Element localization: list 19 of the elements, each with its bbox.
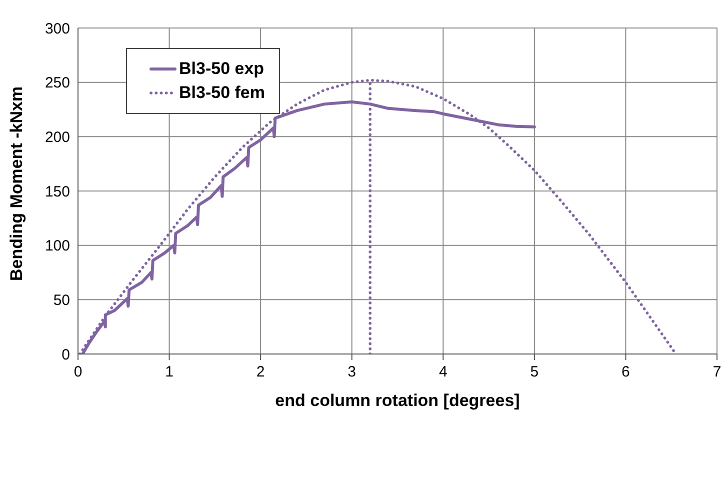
x-tick-label: 7 <box>712 364 722 381</box>
x-tick-label: 1 <box>165 364 174 381</box>
x-tick-label: 3 <box>348 364 356 381</box>
y-tick-label: 250 <box>44 74 70 92</box>
x-tick-label: 6 <box>622 364 630 381</box>
x-tick-label: 0 <box>74 364 82 381</box>
y-tick-label: 300 <box>44 20 70 38</box>
legend-label: Bl3-50 exp <box>179 59 264 79</box>
x-tick-label: 5 <box>530 364 539 381</box>
y-tick-label: 200 <box>44 128 70 146</box>
y-tick-label: 50 <box>53 292 70 309</box>
y-tick-label: 0 <box>62 346 70 364</box>
y-axis-title: Bending Moment -kNxm <box>7 86 26 281</box>
x-tick-label: 2 <box>256 364 265 381</box>
x-tick-label: 4 <box>438 364 448 381</box>
y-tick-label: 100 <box>44 238 70 255</box>
y-tick-label: 150 <box>44 183 70 200</box>
legend-label: Bl3-50 fem <box>179 83 265 103</box>
x-axis-title: end column rotation [degrees] <box>275 391 520 410</box>
